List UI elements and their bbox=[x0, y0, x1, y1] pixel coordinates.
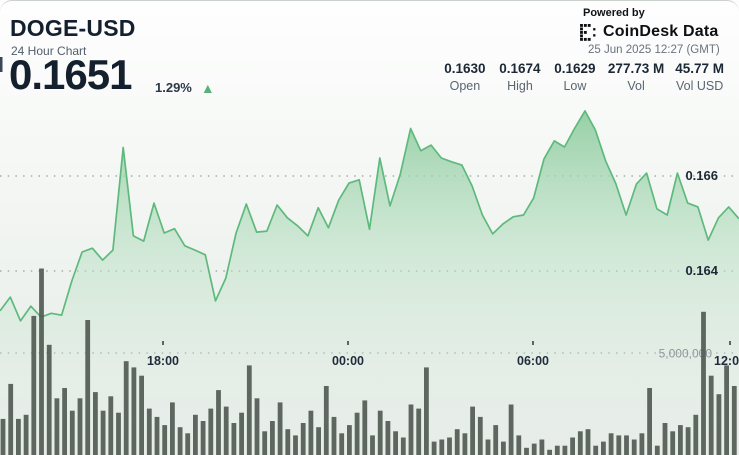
coindesk-brand-link[interactable]: CoinDesk Data bbox=[580, 23, 719, 41]
stat-low-label: Low bbox=[563, 79, 587, 93]
stats-row: 0.1630 Open 0.1674 High 0.1629 Low 277.7… bbox=[443, 61, 724, 93]
stat-open: 0.1630 Open bbox=[443, 61, 487, 93]
stat-volume-usd: 45.77 M Vol USD bbox=[675, 61, 724, 93]
stat-high-label: High bbox=[507, 79, 533, 93]
page-title: DOGE-USD bbox=[10, 15, 136, 41]
stat-volume-label: Vol bbox=[627, 79, 645, 93]
stat-open-value: 0.1630 bbox=[444, 61, 486, 76]
powered-by-label: Powered by bbox=[583, 7, 645, 19]
stat-low-value: 0.1629 bbox=[554, 61, 596, 76]
coindesk-logo-icon bbox=[580, 23, 598, 41]
stat-volume-value: 277.73 M bbox=[607, 61, 665, 76]
up-triangle-icon: ▲ bbox=[200, 79, 215, 96]
chart-subtitle: 24 Hour Chart bbox=[11, 44, 87, 58]
volume-gridline-label: 5,000,000 bbox=[659, 347, 713, 361]
stat-open-label: Open bbox=[449, 79, 481, 93]
coindesk-brand-label: CoinDesk Data bbox=[603, 23, 719, 40]
stat-high-value: 0.1674 bbox=[499, 61, 541, 76]
stat-volume-usd-value: 45.77 M bbox=[675, 61, 724, 76]
price-change: 1.29% ▲ bbox=[155, 80, 215, 95]
price-change-percent: 1.29% bbox=[155, 80, 192, 95]
stat-volume: 277.73 M Vol bbox=[608, 61, 664, 93]
stat-low: 0.1629 Low bbox=[553, 61, 597, 93]
timestamp: 25 Jun 2025 12:27 (GMT) bbox=[588, 44, 720, 56]
stat-volume-usd-label: Vol USD bbox=[675, 79, 724, 93]
stat-high: 0.1674 High bbox=[498, 61, 542, 93]
price-value: 0.1651 bbox=[9, 51, 132, 98]
